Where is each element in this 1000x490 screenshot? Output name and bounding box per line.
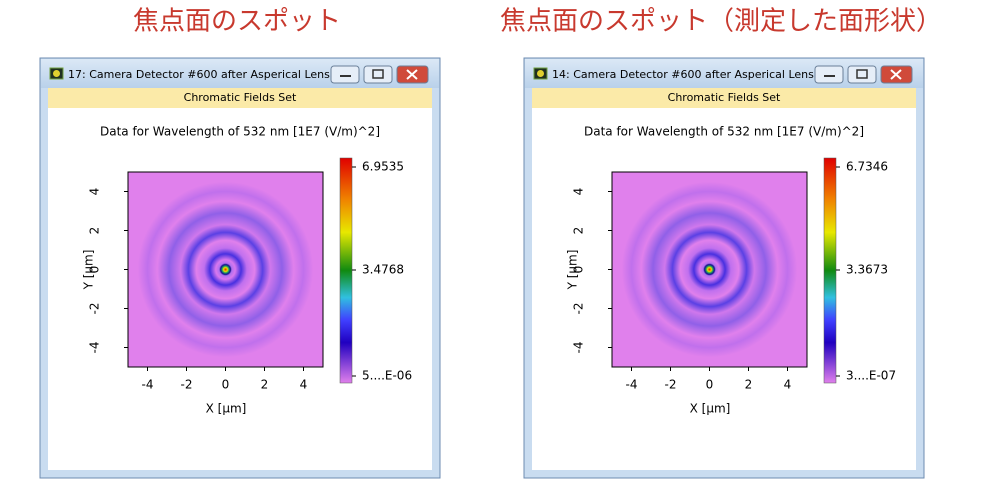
- heatmap: [128, 172, 323, 367]
- colorbar-label: 6.9535: [362, 160, 404, 174]
- band: [532, 88, 916, 108]
- minimize-button[interactable]: [814, 65, 844, 84]
- x-tick-label: 0: [222, 378, 230, 392]
- colorbar-label: 3.3673: [846, 263, 888, 277]
- panel: 焦点面のスポット（測定した面形状） 14: Camera Detector #60…: [500, 7, 942, 479]
- y-tick-label: 4: [572, 188, 586, 196]
- y-tick-label: -2: [572, 303, 586, 315]
- heading: 焦点面のスポット: [133, 7, 341, 37]
- minimize-button[interactable]: [330, 65, 360, 84]
- y-axis-label: Y [µm]: [82, 250, 96, 291]
- window: 17: Camera Detector #600 after Asperical…: [39, 57, 441, 479]
- x-tick-label: -4: [626, 378, 638, 392]
- x-tick-label: 4: [300, 378, 308, 392]
- window: 14: Camera Detector #600 after Asperical…: [523, 57, 925, 479]
- y-tick-label: -4: [88, 342, 102, 354]
- window-title: 14: Camera Detector #600 after Asperical…: [552, 68, 832, 81]
- heading: 焦点面のスポット（測定した面形状）: [500, 7, 942, 37]
- x-axis-label: X [µm]: [690, 402, 731, 416]
- max-icon: [372, 69, 384, 79]
- plot-title: Data for Wavelength of 532 nm [1E7 (V/m)…: [584, 125, 864, 139]
- colorbar-label: 6.7346: [846, 160, 888, 174]
- band-label: Chromatic Fields Set: [184, 91, 297, 104]
- y-tick-label: -4: [572, 342, 586, 354]
- max-icon: [856, 69, 868, 79]
- maximize-button[interactable]: [847, 65, 877, 84]
- y-tick-label: 4: [88, 188, 102, 196]
- y-tick-label: 2: [572, 227, 586, 235]
- x-tick-label: 4: [784, 378, 792, 392]
- heatmap: [612, 172, 807, 367]
- panel: 焦点面のスポット 17: Camera Detector #600 after A…: [39, 7, 441, 479]
- colorbar: [823, 157, 837, 384]
- maximize-button[interactable]: [363, 65, 393, 84]
- x-tick-label: 2: [745, 378, 753, 392]
- x-tick-label: -4: [142, 378, 154, 392]
- app-icon-dot: [53, 70, 60, 77]
- app-icon-dot: [537, 70, 544, 77]
- x-tick-label: -2: [181, 378, 193, 392]
- window-title: 17: Camera Detector #600 after Asperical…: [68, 68, 348, 81]
- y-tick-label: 0: [88, 266, 102, 274]
- y-tick-label: 0: [572, 266, 586, 274]
- y-tick-label: 2: [88, 227, 102, 235]
- colorbar-label: 3.4768: [362, 263, 404, 277]
- close-icon: [406, 69, 418, 80]
- x-tick-label: 2: [261, 378, 269, 392]
- y-tick-label: -2: [88, 303, 102, 315]
- close-icon: [890, 69, 902, 80]
- y-axis-label: Y [µm]: [566, 250, 580, 291]
- band-label: Chromatic Fields Set: [668, 91, 781, 104]
- x-tick-label: 0: [706, 378, 714, 392]
- band: [48, 88, 432, 108]
- colorbar: [339, 157, 353, 384]
- colorbar-label: 3....E-07: [846, 369, 896, 383]
- x-tick-label: -2: [665, 378, 677, 392]
- plot-title: Data for Wavelength of 532 nm [1E7 (V/m)…: [100, 125, 380, 139]
- x-axis-label: X [µm]: [206, 402, 247, 416]
- colorbar-label: 5....E-06: [362, 369, 412, 383]
